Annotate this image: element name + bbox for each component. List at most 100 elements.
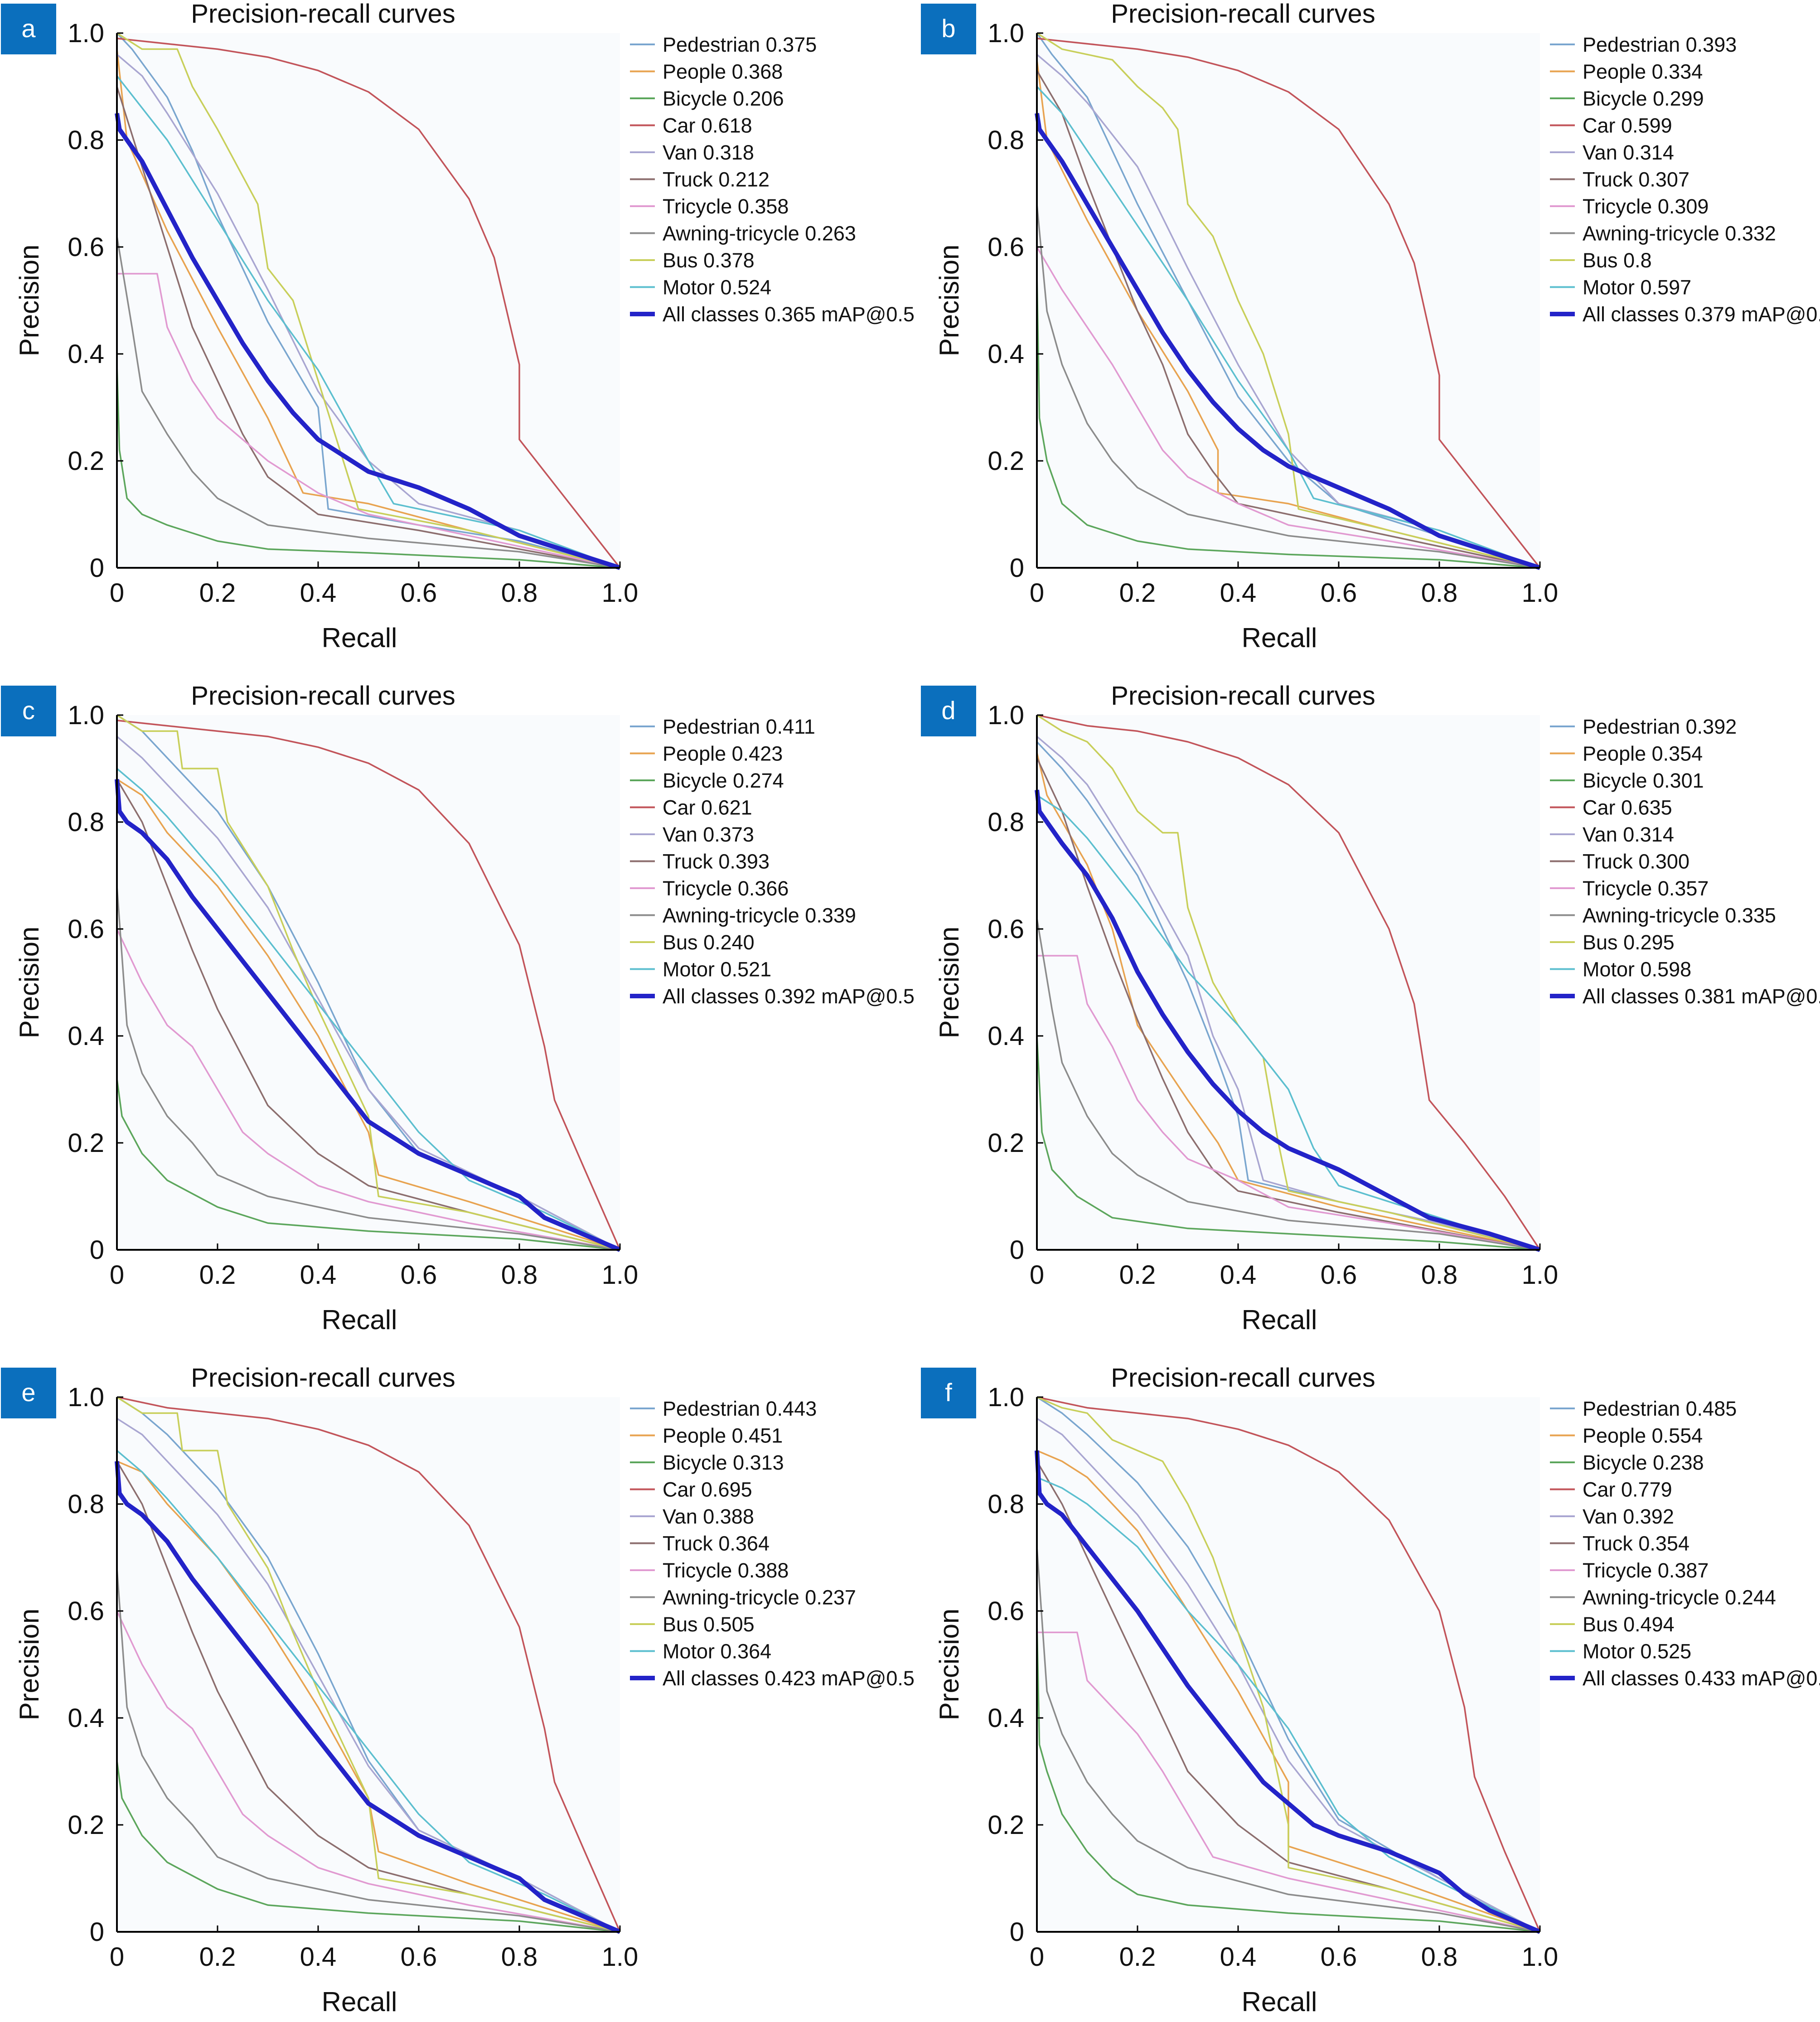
y-axis-label: Precision [934, 927, 964, 1039]
legend-ap-value: 0.301 [1653, 769, 1704, 792]
legend-entry-bus: Bus 0.494 [1583, 1613, 1675, 1636]
x-axis-label: Recall [322, 1305, 397, 1335]
legend-entry-tricycle: Tricycle 0.309 [1583, 195, 1709, 218]
series-line-people [116, 49, 620, 569]
legend-series-name: Tricycle [663, 877, 732, 900]
legend-series-name: Pedestrian [663, 33, 760, 56]
legend-ap-value: 0.695 [701, 1478, 752, 1501]
legend-entry-bicycle: Bicycle 0.299 [1583, 87, 1704, 110]
legend-series-name: People [1583, 1424, 1646, 1447]
legend-entry-truck: Truck 0.300 [1583, 850, 1689, 873]
legend-series-name: All classes [1583, 985, 1679, 1008]
legend-series-name: Van [663, 823, 697, 846]
legend-entry-car: Car 0.621 [663, 796, 752, 819]
x-tick-label: 0 [110, 578, 124, 608]
x-tick-label: 0.6 [401, 1942, 437, 1972]
legend-entry-truck: Truck 0.307 [1583, 168, 1689, 191]
chart-title: Precision-recall curves [1111, 681, 1375, 711]
legend-ap-value: 0.379 mAP@0.5 [1684, 303, 1820, 326]
series-line-bus [116, 32, 620, 569]
series-line-bicycle [1036, 1621, 1540, 1933]
y-tick-label: 0 [1010, 1917, 1024, 1947]
legend-entry-tricycle: Tricycle 0.358 [663, 195, 789, 218]
legend-series-name: Truck [663, 850, 713, 873]
y-tick-label: 0.8 [987, 1490, 1024, 1519]
legend-ap-value: 0.392 [1623, 1505, 1674, 1528]
series-line-bus [1036, 32, 1540, 569]
legend-ap-value: 0.8 [1623, 249, 1652, 272]
legend-series-name: Truck [663, 168, 713, 191]
legend-entry-motor: Motor 0.524 [663, 276, 771, 299]
x-tick-label: 0.6 [1321, 1260, 1357, 1290]
y-tick-label: 0.6 [987, 232, 1024, 262]
legend-ap-value: 0.240 [703, 931, 755, 954]
series-line-people [1036, 752, 1540, 1251]
legend-series-name: Bicycle [663, 87, 727, 110]
legend-series-name: Van [1583, 1505, 1617, 1528]
legend-ap-value: 0.381 mAP@0.5 [1684, 985, 1820, 1008]
legend-ap-value: 0.365 mAP@0.5 [765, 303, 915, 326]
y-axis-label: Precision [934, 245, 964, 357]
legend-series-name: Pedestrian [1583, 715, 1680, 738]
legend-ap-value: 0.366 [738, 877, 789, 900]
y-tick-label: 1.0 [987, 19, 1024, 48]
legend-entry-car: Car 0.635 [1583, 796, 1672, 819]
legend-ap-value: 0.299 [1653, 87, 1704, 110]
legend-ap-value: 0.354 [1652, 742, 1703, 765]
legend-ap-value: 0.314 [1623, 141, 1674, 164]
legend-ap-value: 0.335 [1725, 904, 1776, 927]
legend-entry-all-classes: All classes 0.379 mAP@0.5 [1583, 303, 1820, 326]
legend-series-name: Bus [1583, 931, 1618, 954]
legend-series-name: People [663, 60, 726, 83]
legend-series-name: People [663, 1424, 726, 1447]
y-tick-label: 0.2 [987, 1810, 1024, 1840]
legend-ap-value: 0.318 [703, 141, 754, 164]
series-line-car [1036, 714, 1541, 1250]
legend-ap-value: 0.598 [1641, 958, 1692, 981]
legend-ap-value: 0.358 [738, 195, 789, 218]
legend-series-name: Truck [1583, 1532, 1633, 1555]
legend-series-name: Motor [1583, 958, 1635, 981]
series-line-bus [1036, 714, 1540, 1251]
x-tick-label: 0.8 [1421, 1260, 1458, 1290]
legend-entry-motor: Motor 0.525 [1583, 1640, 1691, 1663]
legend-ap-value: 0.357 [1658, 877, 1709, 900]
y-tick-label: 0.2 [68, 1128, 104, 1158]
x-tick-label: 0.8 [501, 1942, 538, 1972]
legend-ap-value: 0.597 [1641, 276, 1692, 299]
x-tick-label: 1.0 [602, 1260, 639, 1290]
series-line-car [116, 1396, 621, 1932]
legend-entry-truck: Truck 0.393 [663, 850, 770, 873]
legend-entry-bicycle: Bicycle 0.238 [1583, 1451, 1704, 1474]
legend-entry-car: Car 0.695 [663, 1478, 752, 1501]
legend-series-name: People [1583, 742, 1646, 765]
legend-ap-value: 0.388 [703, 1505, 754, 1528]
legend-series-name: Truck [663, 1532, 713, 1555]
legend-entry-awning-tricycle: Awning-tricycle 0.335 [1583, 904, 1776, 927]
legend-entry-pedestrian: Pedestrian 0.443 [663, 1397, 817, 1420]
x-axis-label: Recall [322, 1987, 397, 2017]
series-line-awning-tricycle [1036, 204, 1540, 569]
y-tick-label: 0.2 [987, 446, 1024, 476]
y-tick-label: 1.0 [68, 701, 104, 730]
panel-a: a Precision-recall curves 00 0.2 0.2 0.4 0.4 0.… [1, 0, 915, 653]
x-tick-label: 1.0 [1522, 578, 1559, 608]
panel-badge [1, 686, 56, 736]
x-axis-label: Recall [1242, 1987, 1317, 2017]
x-tick-label: 1.0 [1522, 1260, 1559, 1290]
x-tick-label: 1.0 [602, 1942, 639, 1972]
legend-ap-value: 0.621 [701, 796, 752, 819]
legend-ap-value: 0.635 [1621, 796, 1672, 819]
series-line-awning-tricycle [116, 886, 620, 1251]
legend-series-name: Bicycle [663, 769, 727, 792]
legend-entry-motor: Motor 0.597 [1583, 276, 1691, 299]
legend-entry-all-classes: All classes 0.423 mAP@0.5 [663, 1667, 915, 1690]
legend-entry-all-classes: All classes 0.365 mAP@0.5 [663, 303, 915, 326]
y-tick-label: 0.6 [987, 914, 1024, 944]
x-tick-label: 1.0 [602, 578, 639, 608]
